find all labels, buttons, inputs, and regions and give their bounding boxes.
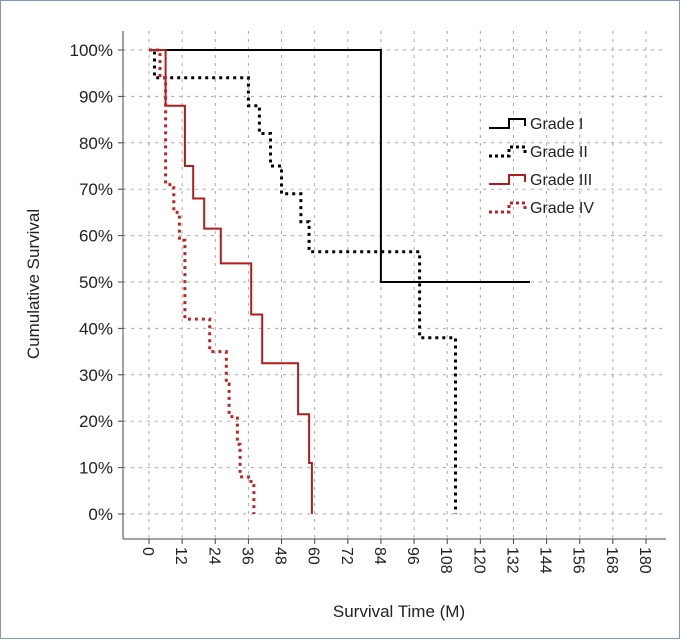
y-tick-label: 0% bbox=[88, 505, 113, 524]
legend-swatch-1 bbox=[489, 118, 526, 129]
x-tick-labels: 0 12 24 36 48 60 72 84 96 108 120 132 144 156 168 180 bbox=[139, 539, 653, 574]
x-tick-label: 180 bbox=[636, 547, 653, 574]
legend-label-3: Grade III bbox=[530, 172, 592, 189]
y-tick-label: 90% bbox=[79, 87, 113, 106]
x-tick-label: 156 bbox=[570, 547, 587, 574]
axes bbox=[122, 31, 666, 540]
x-tick-label: 144 bbox=[537, 547, 554, 574]
legend-swatch-2 bbox=[489, 145, 527, 158]
x-tick-label: 84 bbox=[371, 547, 388, 565]
x-tick-label: 96 bbox=[404, 547, 421, 565]
x-tick-label: 72 bbox=[338, 547, 355, 565]
y-tick-label: 70% bbox=[79, 180, 113, 199]
x-tick-label: 60 bbox=[305, 547, 322, 565]
x-tick-label: 36 bbox=[238, 547, 255, 565]
y-tick-label: 100% bbox=[70, 41, 113, 60]
x-tick-label: 0 bbox=[139, 547, 156, 556]
x-tick-label: 48 bbox=[272, 547, 289, 565]
series-line-4 bbox=[149, 48, 256, 514]
series-lines bbox=[149, 48, 530, 514]
y-tick-label: 60% bbox=[79, 227, 113, 246]
legend-label-1: Grade I bbox=[530, 116, 583, 133]
x-tick-label: 168 bbox=[603, 547, 620, 574]
grid bbox=[123, 31, 666, 539]
y-tick-labels: 0% 10% 20% 30% 40% 50% 60% 70% 80% 90% 100% bbox=[70, 41, 123, 524]
legend: Grade I Grade II Grade III Grade IV bbox=[489, 116, 594, 217]
y-tick-label: 40% bbox=[79, 319, 113, 338]
y-tick-label: 10% bbox=[79, 459, 113, 478]
x-tick-label: 120 bbox=[470, 547, 487, 574]
x-axis-title: Survival Time (M) bbox=[333, 602, 465, 621]
y-tick-label: 80% bbox=[79, 134, 113, 153]
y-tick-label: 30% bbox=[79, 366, 113, 385]
legend-label-2: Grade II bbox=[530, 144, 588, 161]
x-tick-label: 24 bbox=[205, 547, 222, 565]
y-tick-label: 50% bbox=[79, 273, 113, 292]
legend-label-4: Grade IV bbox=[530, 200, 594, 217]
x-tick-label: 108 bbox=[437, 547, 454, 574]
y-tick-label: 20% bbox=[79, 412, 113, 431]
legend-swatch-4 bbox=[489, 201, 527, 214]
series-line-1 bbox=[149, 49, 530, 283]
x-tick-label: 12 bbox=[172, 547, 189, 565]
series-line-3 bbox=[149, 49, 313, 514]
x-tick-label: 132 bbox=[503, 547, 520, 574]
legend-swatch-3 bbox=[489, 174, 526, 185]
y-axis-title: Cumulative Survival bbox=[24, 209, 43, 359]
